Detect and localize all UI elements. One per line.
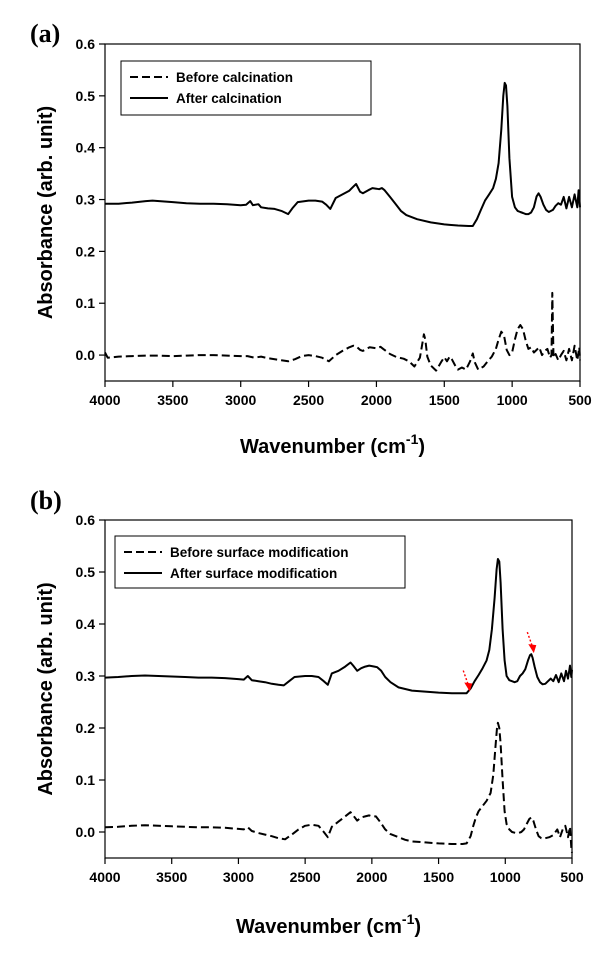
chart-b-x-tick-label: 500 (560, 869, 584, 885)
chart-b-x-axis-title: Wavenumber (cm-1) (236, 911, 421, 938)
chart-a-y-tick-label: 0.0 (76, 347, 96, 363)
chart-a-y-tick-label: 0.5 (76, 88, 96, 104)
chart-a-x-tick-label: 3000 (225, 392, 256, 408)
chart-b-plot-frame (104, 519, 573, 859)
chart-b-annotation-arrow-head (528, 644, 537, 654)
chart-b-panel-label: (b) (30, 486, 62, 515)
chart-a-plot-frame (104, 43, 581, 382)
chart-b-y-axis-title: Absorbance (arb. unit) (35, 582, 57, 795)
chart-b-series-solid-line (104, 558, 573, 695)
chart-a-legend-label: After calcination (176, 91, 282, 106)
chart-a-y-axis-title: Absorbance (arb. unit) (35, 106, 57, 319)
chart-a-y-tick-label: 0.1 (76, 295, 96, 311)
chart-a-series-dashed-line (104, 291, 581, 372)
chart-a-y-tick-label: 0.2 (76, 243, 96, 259)
chart-b-y-tick-label: 0.0 (76, 824, 96, 840)
chart-panel-a: (a) 4000 3500 3000 2500 2000 1500 1000 500 0.0 0.1… (30, 19, 592, 458)
chart-a-y-tick-label: 0.4 (76, 140, 96, 156)
chart-b-y-tick-label: 0.2 (76, 720, 96, 736)
chart-b-x-tick-label: 1000 (490, 869, 521, 885)
chart-b-x-tick-label: 2000 (356, 869, 387, 885)
chart-b-legend-label: After surface modification (170, 566, 337, 581)
chart-a-x-tick-label: 3500 (157, 392, 188, 408)
chart-a-panel-label: (a) (30, 19, 60, 48)
chart-b-y-tick-label: 0.1 (76, 772, 96, 788)
chart-a-x-axis-title: Wavenumber (cm-1) (240, 431, 425, 458)
chart-b-x-tick-label: 4000 (89, 869, 120, 885)
chart-a-y-tick-label: 0.3 (76, 192, 96, 208)
chart-b-x-tick-label: 3500 (156, 869, 187, 885)
chart-b-annotation-arrow-shaft (462, 670, 470, 688)
chart-a-legend-box (120, 60, 372, 116)
chart-panel-b: (b) 4000 3500 3000 2500 2000 1500 1000 500 0.0 0.1… (0, 478, 614, 956)
chart-a-x-tick-label: 500 (568, 392, 592, 408)
chart-a-svg: (a) 4000 3500 3000 2500 2000 1500 1000 500 0.0 0.1… (30, 19, 592, 458)
chart-b-y-tick-label: 0.5 (76, 564, 96, 580)
chart-b-x-tick-label: 3000 (223, 869, 254, 885)
chart-a-x-tick-label: 2000 (361, 392, 392, 408)
chart-a-x-tick-label: 1500 (429, 392, 460, 408)
chart-b-svg: (b) 4000 3500 3000 2500 2000 1500 1000 500 0.0 0.1… (30, 486, 584, 938)
chart-b-annotation-arrow-shaft (526, 631, 534, 650)
chart-a-legend-label: Before calcination (176, 70, 293, 85)
chart-a-x-tick-label: 2500 (293, 392, 324, 408)
chart-b-y-tick-label: 0.4 (76, 616, 96, 632)
chart-b-series-dashed-line (104, 721, 573, 853)
chart-b-y-tick-label: 0.6 (76, 512, 96, 528)
chart-b-annotation-arrow-head (464, 682, 473, 692)
chart-a-y-tick-label: 0.6 (76, 36, 96, 52)
chart-b-x-tick-label: 2500 (290, 869, 321, 885)
chart-b-legend-box (114, 535, 406, 589)
chart-a-series-solid-line (105, 81, 581, 227)
chart-b-legend-label: Before surface modification (170, 545, 349, 560)
chart-b-y-tick-label: 0.3 (76, 668, 96, 684)
chart-a-x-tick-label: 4000 (89, 392, 120, 408)
chart-b-x-tick-label: 1500 (423, 869, 454, 885)
chart-a-x-tick-label: 1000 (497, 392, 528, 408)
